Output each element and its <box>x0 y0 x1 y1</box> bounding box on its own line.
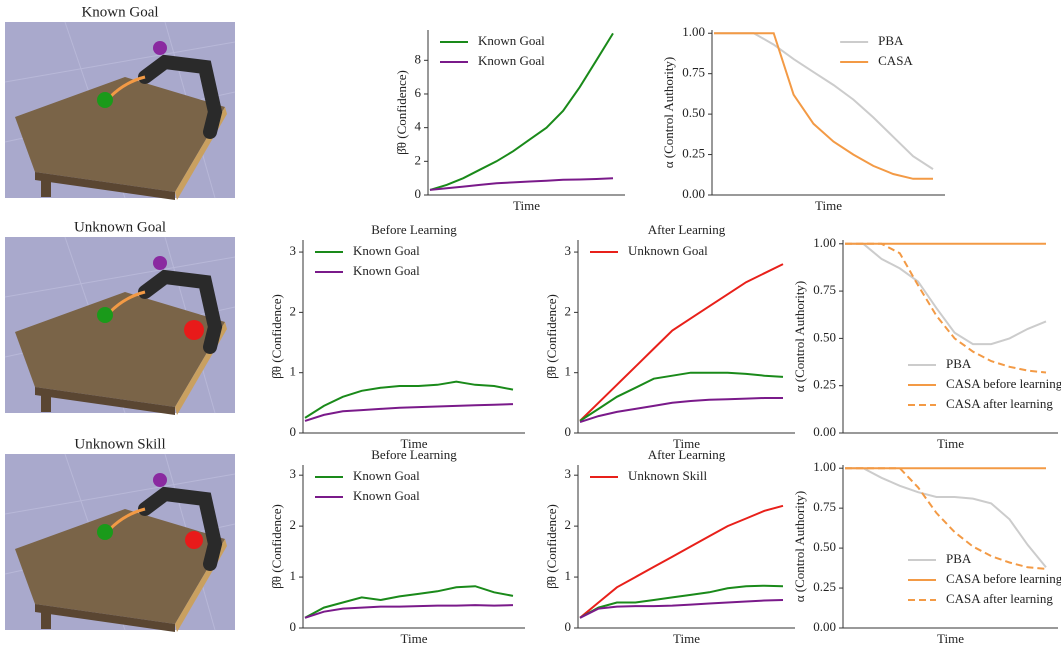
y-tick-label: 0.50 <box>682 105 705 120</box>
page: Known Goal Unknown Goal Unknown Skill 0 2… <box>0 0 1061 650</box>
legend-label: PBA <box>946 551 972 566</box>
x-axis-label: Time <box>937 631 964 645</box>
legend-label: Unknown Skill <box>628 468 707 483</box>
legend-label: Known Goal <box>478 33 545 48</box>
chart-title: After Learning <box>648 447 726 462</box>
y-tick-label: 0.75 <box>813 499 836 514</box>
legend-label: Known Goal <box>353 243 420 258</box>
scene-label: Unknown Skill <box>74 436 165 452</box>
chart-title: Before Learning <box>371 222 457 237</box>
scene-label: Known Goal <box>81 4 158 20</box>
y-axis-label: β̂θ (Confidence) <box>544 294 559 379</box>
legend-label: Unknown Goal <box>628 243 708 258</box>
y-tick-label: 1.00 <box>813 235 836 250</box>
legend-label: CASA <box>878 53 913 68</box>
y-tick-label: 0.00 <box>813 424 836 439</box>
x-axis-label: Time <box>401 631 428 645</box>
x-axis-label: Time <box>815 198 842 213</box>
y-tick-label: 0.25 <box>813 579 836 594</box>
data-line <box>305 605 513 618</box>
y-tick-label: 2 <box>290 303 297 318</box>
y-axis-label: α (Control Authority) <box>661 57 676 169</box>
y-axis-label: β̂θ (Confidence) <box>544 504 559 589</box>
y-tick-label: 0 <box>290 424 297 439</box>
y-axis-label: β̂θ (Confidence) <box>394 70 409 155</box>
legend-label: CASA before learning <box>946 571 1061 586</box>
figure: Known Goal Unknown Goal Unknown Skill 0 2… <box>0 0 1061 645</box>
y-tick-label: 1 <box>565 364 572 379</box>
y-tick-label: 0.00 <box>813 619 836 634</box>
y-tick-label: 1 <box>290 568 297 583</box>
legend-label: CASA after learning <box>946 396 1053 411</box>
scene-label: Unknown Goal <box>74 219 166 235</box>
y-tick-label: 0 <box>415 186 422 201</box>
y-tick-label: 4 <box>415 119 422 134</box>
goal-marker <box>185 531 203 549</box>
y-tick-label: 3 <box>565 243 572 258</box>
y-tick-label: 0.25 <box>682 146 705 161</box>
y-axis-label: β̂θ (Confidence) <box>269 504 284 589</box>
legend-label: CASA after learning <box>946 591 1053 606</box>
data-line <box>845 244 1046 344</box>
y-tick-label: 0 <box>290 619 297 634</box>
y-tick-label: 1 <box>565 568 572 583</box>
y-tick-label: 0.50 <box>813 329 836 344</box>
y-tick-label: 3 <box>290 243 297 258</box>
legend-label: Known Goal <box>353 263 420 278</box>
x-axis-label: Time <box>513 198 540 213</box>
data-line <box>305 404 513 421</box>
y-tick-label: 3 <box>565 466 572 481</box>
y-tick-label: 0.00 <box>682 186 705 201</box>
legend-label: Known Goal <box>353 468 420 483</box>
y-tick-label: 2 <box>565 517 572 532</box>
chart-title: After Learning <box>648 222 726 237</box>
y-axis-label: β̂θ (Confidence) <box>269 294 284 379</box>
goal-marker <box>184 320 204 340</box>
data-line <box>845 244 1046 373</box>
data-line <box>580 264 783 421</box>
data-line <box>580 600 783 618</box>
y-tick-label: 6 <box>415 85 422 100</box>
chart-title: Before Learning <box>371 447 457 462</box>
legend-label: Known Goal <box>353 488 420 503</box>
y-tick-label: 2 <box>290 517 297 532</box>
y-tick-label: 3 <box>290 466 297 481</box>
y-tick-label: 0 <box>565 619 572 634</box>
y-tick-label: 0 <box>565 424 572 439</box>
y-tick-label: 1.00 <box>682 24 705 39</box>
y-tick-label: 0.50 <box>813 539 836 554</box>
y-tick-label: 1 <box>290 364 297 379</box>
y-tick-label: 0.75 <box>813 282 836 297</box>
y-tick-label: 1.00 <box>813 459 836 474</box>
y-tick-label: 0.25 <box>813 377 836 392</box>
y-axis-label: α (Control Authority) <box>792 281 807 393</box>
y-tick-label: 2 <box>565 303 572 318</box>
x-axis-label: Time <box>673 631 700 645</box>
legend-label: PBA <box>946 356 972 371</box>
data-line <box>305 586 513 618</box>
y-tick-label: 0.75 <box>682 65 705 80</box>
legend-label: CASA before learning <box>946 376 1061 391</box>
y-tick-label: 8 <box>415 51 422 66</box>
scene-image <box>5 22 235 200</box>
x-axis-label: Time <box>937 436 964 451</box>
y-axis-label: α (Control Authority) <box>792 491 807 603</box>
legend-label: PBA <box>878 33 904 48</box>
legend-label: Known Goal <box>478 53 545 68</box>
y-tick-label: 2 <box>415 152 422 167</box>
